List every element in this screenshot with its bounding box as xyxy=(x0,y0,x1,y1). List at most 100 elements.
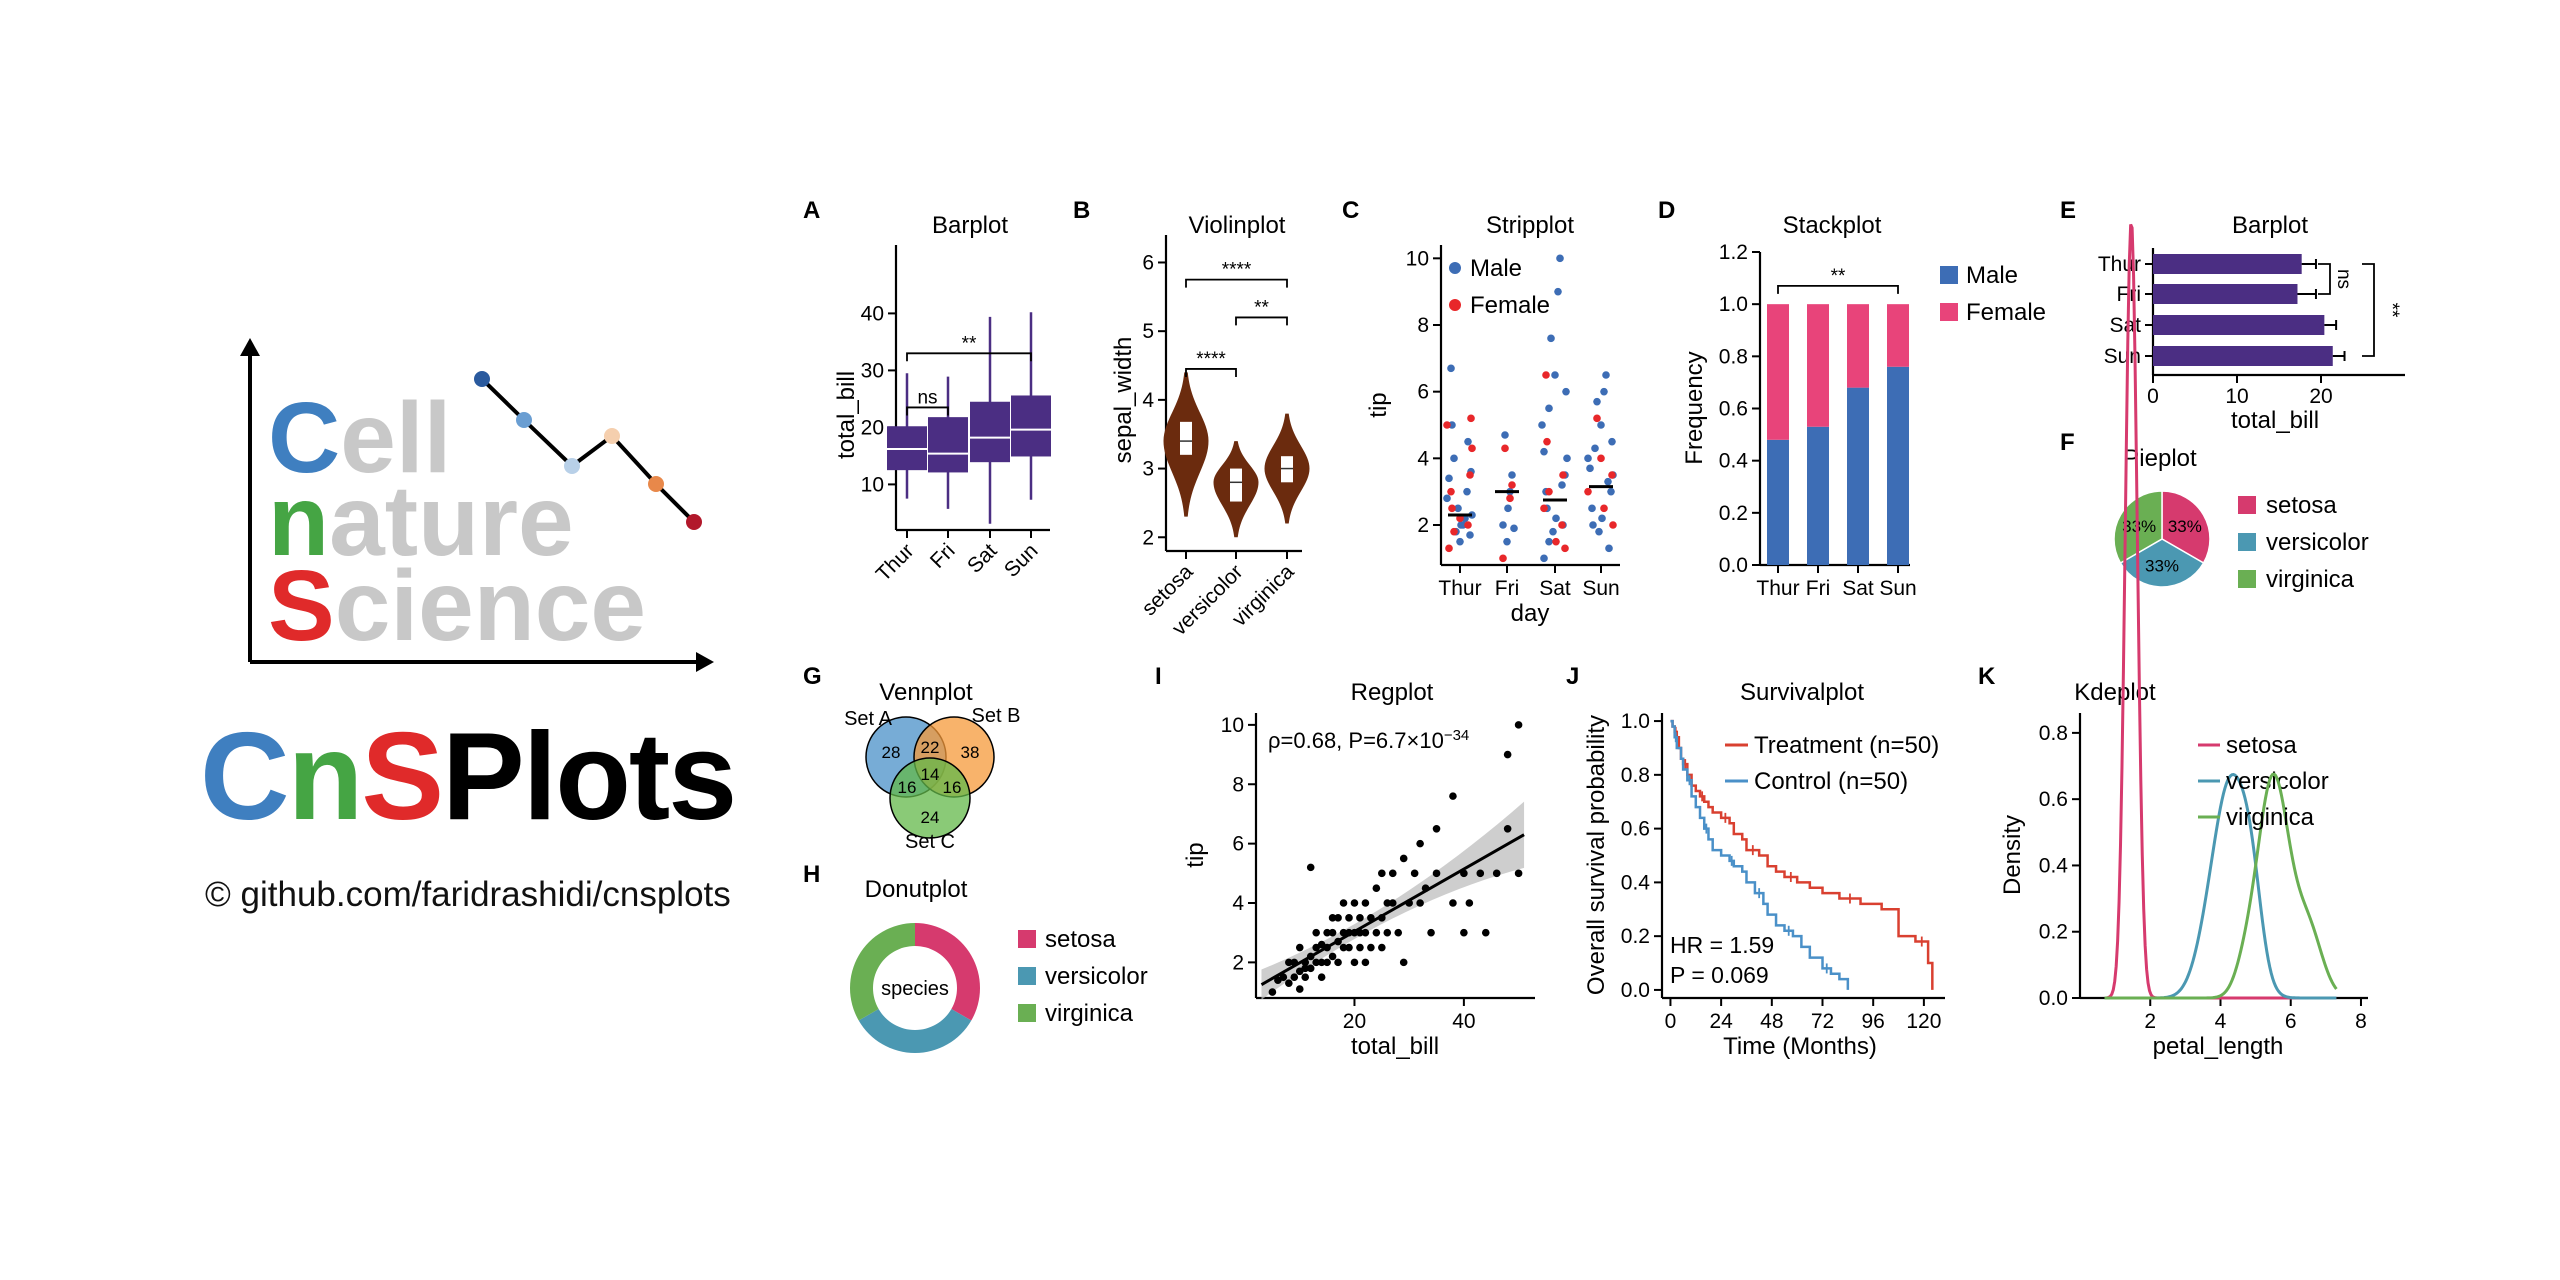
legend-swatch xyxy=(2238,533,2256,551)
significance-label: ns xyxy=(917,387,937,408)
strip-point-male xyxy=(1588,504,1596,513)
x-tick-label: 20 xyxy=(1343,1010,1366,1033)
x-tick-label: Fri xyxy=(1495,577,1520,600)
y-tick-label: 0.4 xyxy=(1719,450,1749,473)
significance-label: **** xyxy=(1222,260,1252,281)
legend-label: versicolor xyxy=(2266,529,2369,556)
survival-curve xyxy=(1670,719,1850,990)
scatter-point xyxy=(1432,824,1441,833)
x-tick-label: Sat xyxy=(1842,577,1874,600)
strip-point-male xyxy=(1445,474,1453,483)
strip-point-male xyxy=(1562,387,1570,396)
venn-count-c: 24 xyxy=(921,808,940,827)
panel-i-regplot: I Regplot 2 4 6 8 10 20 40 total_bill tip ρ=0.68, P… xyxy=(1155,663,1535,1060)
scatter-point xyxy=(1372,884,1381,892)
logo-x-arrow xyxy=(696,652,714,672)
stack-segment-male xyxy=(1767,439,1789,565)
scatter-point xyxy=(1361,899,1370,907)
strip-point-male xyxy=(1552,514,1560,523)
y-tick-label: 8 xyxy=(1232,773,1244,796)
strip-point-female xyxy=(1508,481,1516,489)
donut-segment-virginica xyxy=(850,923,915,1021)
y-axis-label: tip xyxy=(1182,842,1209,867)
y-axis-label: tip xyxy=(1365,392,1392,417)
box-body xyxy=(970,401,1010,463)
strip-point-male xyxy=(1540,554,1548,563)
y-tick-label: Sat xyxy=(2109,314,2141,337)
y-tick-label: 0.2 xyxy=(1621,925,1650,948)
strip-point-male xyxy=(1545,537,1553,546)
scatter-point xyxy=(1449,899,1457,907)
panel-letter: K xyxy=(1978,663,1996,690)
stack-segment-female xyxy=(1767,304,1789,440)
donut-center-label: species xyxy=(881,978,949,1000)
scatter-point xyxy=(1345,914,1353,922)
legend-swatch xyxy=(1018,930,1036,948)
y-axis-label: total_bill xyxy=(833,371,860,459)
scatter-point xyxy=(1356,914,1364,922)
chart-title: Stripplot xyxy=(1486,212,1574,239)
chart-title: Survivalplot xyxy=(1740,679,1864,706)
significance-label: ** xyxy=(1831,266,1846,287)
strip-point-male xyxy=(1558,481,1566,489)
strip-point-female xyxy=(1501,444,1509,453)
y-tick-label: 10 xyxy=(1221,714,1244,737)
scatter-point xyxy=(1416,839,1424,848)
y-tick-label: 2 xyxy=(1417,514,1429,537)
chart-title: Barplot xyxy=(2232,212,2308,239)
donut-segment-setosa xyxy=(915,923,980,1021)
scatter-point xyxy=(1481,928,1490,937)
y-axis-label: sepal_width xyxy=(1110,337,1137,464)
pie-slice-label: 33% xyxy=(2122,517,2156,536)
strip-point-male xyxy=(1504,504,1512,513)
logo-word-science: Science xyxy=(268,550,646,662)
x-tick-label: 4 xyxy=(2215,1010,2227,1033)
legend-label: Male xyxy=(1966,262,2018,289)
x-tick-label: Sat xyxy=(1539,577,1571,600)
logo-rest-nature: ature xyxy=(329,465,574,577)
strip-point-female xyxy=(1608,471,1616,479)
y-tick-label: 10 xyxy=(1406,247,1429,270)
scatter-point xyxy=(1388,899,1397,907)
bar xyxy=(2153,254,2302,274)
venn-count-a: 28 xyxy=(882,743,901,762)
logo-word-nature: nature xyxy=(268,465,574,577)
significance-bracket xyxy=(2318,263,2331,295)
significance-bracket xyxy=(1235,316,1288,326)
x-axis-label: total_bill xyxy=(2231,407,2319,434)
strip-point-male xyxy=(1602,371,1610,379)
scatter-point xyxy=(1361,958,1370,967)
y-tick-label: 0.0 xyxy=(1719,554,1748,577)
strip-point-female xyxy=(1506,494,1514,503)
scatter-point xyxy=(1312,958,1320,967)
panel-d-stacked: D Stackplot 0.0 0.2 0.4 0.6 0.8 1.0 1.2 Frequency… xyxy=(1658,197,2046,600)
scatter-point xyxy=(1339,928,1348,937)
x-tick-label: 20 xyxy=(2309,385,2332,408)
scatter-point xyxy=(1323,928,1331,937)
stack-segment-female xyxy=(1847,304,1869,388)
box-body xyxy=(928,417,968,473)
chart-title: Regplot xyxy=(1351,679,1434,706)
x-tick-label: 40 xyxy=(1452,1010,1475,1033)
logo-trend-line xyxy=(474,371,702,530)
violin-iqr-box xyxy=(1230,468,1242,502)
strip-point-male xyxy=(1591,444,1599,453)
strip-point-female xyxy=(1466,471,1474,479)
box-body xyxy=(1011,395,1051,457)
y-tick-label: 0.8 xyxy=(1621,764,1650,787)
strip-point-female xyxy=(1543,437,1551,446)
strip-point-female xyxy=(1593,414,1601,423)
brand-title: CnSPlots xyxy=(200,715,737,839)
scatter-point xyxy=(1268,988,1277,996)
strip-point-female xyxy=(1467,414,1475,423)
panel-letter: C xyxy=(1342,197,1359,224)
y-tick-label: 5 xyxy=(1142,320,1154,343)
y-tick-label: 1.0 xyxy=(1719,293,1748,316)
panel-k-kde: K Kdeplot 0.0 0.2 0.4 0.6 0.8 2 4 6 8 petal_length D… xyxy=(1978,223,2368,1060)
y-tick-label: 1.2 xyxy=(1719,241,1748,264)
logo-initial-n: n xyxy=(268,465,329,577)
scatter-point xyxy=(1378,943,1386,952)
strip-point-male xyxy=(1593,397,1601,406)
logo-axes xyxy=(240,338,714,672)
